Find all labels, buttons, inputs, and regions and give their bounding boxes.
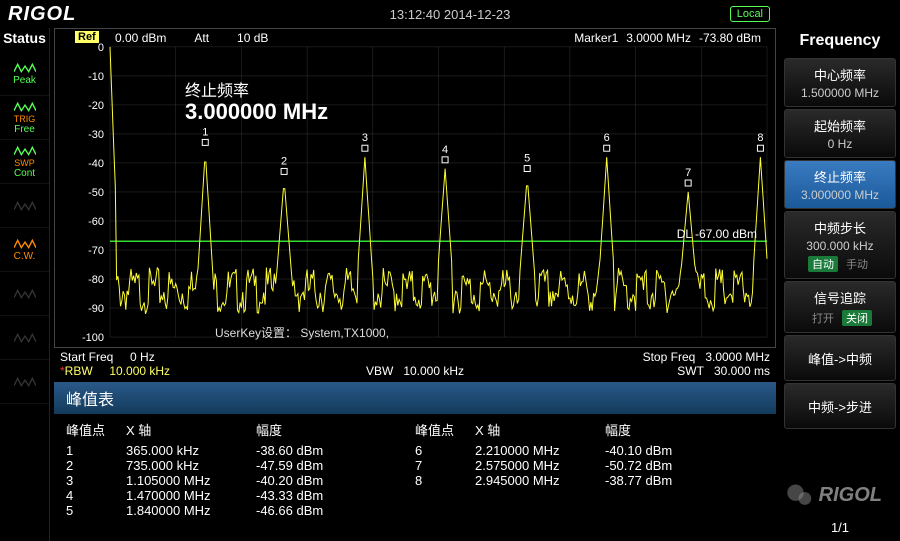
table-row: 31.105000 MHz-40.20 dBm82.945000 MHz-38.… xyxy=(66,473,764,488)
status-item xyxy=(0,184,49,228)
ref-badge: Ref xyxy=(75,31,99,43)
stop-freq-value: 3.0000 MHz xyxy=(705,350,770,364)
status-item: SWPCont xyxy=(0,140,49,184)
menu-button[interactable]: 起始频率0 Hz xyxy=(784,109,896,158)
overlay-userkey: UserKey设置： System,TX1000, xyxy=(215,324,389,341)
status-item: C.W. xyxy=(0,228,49,272)
svg-text:-30: -30 xyxy=(88,129,104,141)
peak-col-x: X 轴 xyxy=(126,420,256,439)
svg-text:-80: -80 xyxy=(88,274,104,286)
table-row: 41.470000 MHz-43.33 dBm xyxy=(66,488,764,503)
vbw-label: VBW xyxy=(366,364,393,378)
menu-button[interactable]: 峰值->中频 xyxy=(784,335,896,381)
menu-button[interactable]: 中频->步进 xyxy=(784,383,896,429)
overlay-stop-value: 3.000000 MHz xyxy=(185,99,328,125)
local-badge: Local xyxy=(730,6,770,22)
peak-col-amp: 幅度 xyxy=(605,420,705,439)
peak-col-amp: 幅度 xyxy=(256,420,356,439)
svg-text:-60: -60 xyxy=(88,216,104,228)
svg-text:-90: -90 xyxy=(88,303,104,315)
table-row: 2735.000 kHz-47.59 dBm72.575000 MHz-50.7… xyxy=(66,458,764,473)
peak-col-num: 峰值点 xyxy=(66,420,126,439)
menu-button[interactable]: 中心频率1.500000 MHz xyxy=(784,58,896,107)
menu-sidebar: Frequency 中心频率1.500000 MHz起始频率0 Hz终止频率3.… xyxy=(780,28,900,541)
table-row: 1365.000 kHz-38.60 dBm62.210000 MHz-40.1… xyxy=(66,443,764,458)
chart-header: 0.00 dBm Att 10 dB Marker1 3.0000 MHz -7… xyxy=(115,31,769,45)
swt-value: 30.000 ms xyxy=(714,364,770,378)
svg-text:6: 6 xyxy=(604,132,610,144)
rbw-value: 10.000 kHz xyxy=(109,364,170,378)
start-freq-label: Start Freq xyxy=(60,350,113,364)
status-item xyxy=(0,272,49,316)
svg-text:2: 2 xyxy=(281,155,287,167)
menu-button[interactable]: 中频步长300.000 kHz自动手动 xyxy=(784,211,896,279)
peak-col-num: 峰值点 xyxy=(415,420,475,439)
menu-title: Frequency xyxy=(780,28,900,56)
svg-text:0: 0 xyxy=(98,42,104,54)
menu-button[interactable]: 终止频率3.000000 MHz xyxy=(784,160,896,209)
start-freq-value: 0 Hz xyxy=(130,350,155,364)
svg-text:1: 1 xyxy=(202,126,208,138)
brand-logo: RIGOL xyxy=(8,3,76,26)
ref-value: 0.00 dBm xyxy=(115,31,166,45)
top-bar: RIGOL 13:12:40 2014-12-23 Local xyxy=(0,0,900,28)
svg-text:-100: -100 xyxy=(82,332,104,344)
table-row: 51.840000 MHz-46.66 dBm xyxy=(66,503,764,518)
spectrum-svg: 0 -10 -20 -30 -40 -50 -60 -70 -80 -90 -100 1 2 3 4 5 6 7 8 xyxy=(55,29,775,347)
att-label: Att xyxy=(194,31,209,45)
svg-text:-40: -40 xyxy=(88,158,104,170)
svg-text:7: 7 xyxy=(685,167,691,179)
overlay-dl-label: DL -67.00 dBm xyxy=(677,227,757,241)
status-header: Status xyxy=(0,28,49,52)
marker-amp: -73.80 dBm xyxy=(699,31,761,45)
spectrum-chart: 0 -10 -20 -30 -40 -50 -60 -70 -80 -90 -100 1 2 3 4 5 6 7 8… xyxy=(54,28,776,348)
svg-text:5: 5 xyxy=(524,153,530,165)
center-panel: 0 -10 -20 -30 -40 -50 -60 -70 -80 -90 -100 1 2 3 4 5 6 7 8… xyxy=(50,28,780,541)
rbw-label: RBW xyxy=(65,364,93,378)
att-value: 10 dB xyxy=(237,31,268,45)
status-item: Peak xyxy=(0,52,49,96)
svg-text:4: 4 xyxy=(442,144,448,156)
svg-text:3: 3 xyxy=(362,132,368,144)
menu-pager: 1/1 xyxy=(780,514,900,541)
stop-freq-label: Stop Freq xyxy=(643,350,696,364)
peak-table: 峰值点 X 轴 幅度 峰值点 X 轴 幅度 1365.000 kHz-38.60… xyxy=(54,414,776,524)
svg-text:-20: -20 xyxy=(88,100,104,112)
svg-text:-10: -10 xyxy=(88,71,104,83)
marker-freq: 3.0000 MHz xyxy=(626,31,691,45)
peak-table-title: 峰值表 xyxy=(54,382,776,414)
status-sidebar: Status PeakTRIGFreeSWPCont C.W. xyxy=(0,28,50,541)
wechat-icon xyxy=(785,481,813,509)
watermark: RIGOL xyxy=(785,481,882,509)
chart-footer: Start Freq 0 Hz *RBW 10.000 kHz VBW 10.0… xyxy=(54,348,776,380)
datetime: 13:12:40 2014-12-23 xyxy=(390,7,511,22)
svg-text:-70: -70 xyxy=(88,245,104,257)
status-item xyxy=(0,360,49,404)
overlay-stop-label: 终止频率 xyxy=(185,77,249,101)
menu-button[interactable]: 信号追踪打开关闭 xyxy=(784,281,896,333)
vbw-value: 10.000 kHz xyxy=(403,364,464,378)
status-item xyxy=(0,316,49,360)
peak-col-x: X 轴 xyxy=(475,420,605,439)
marker-label: Marker1 xyxy=(574,31,618,45)
swt-label: SWT xyxy=(677,364,704,378)
svg-text:-50: -50 xyxy=(88,187,104,199)
status-item: TRIGFree xyxy=(0,96,49,140)
svg-text:8: 8 xyxy=(757,132,763,144)
